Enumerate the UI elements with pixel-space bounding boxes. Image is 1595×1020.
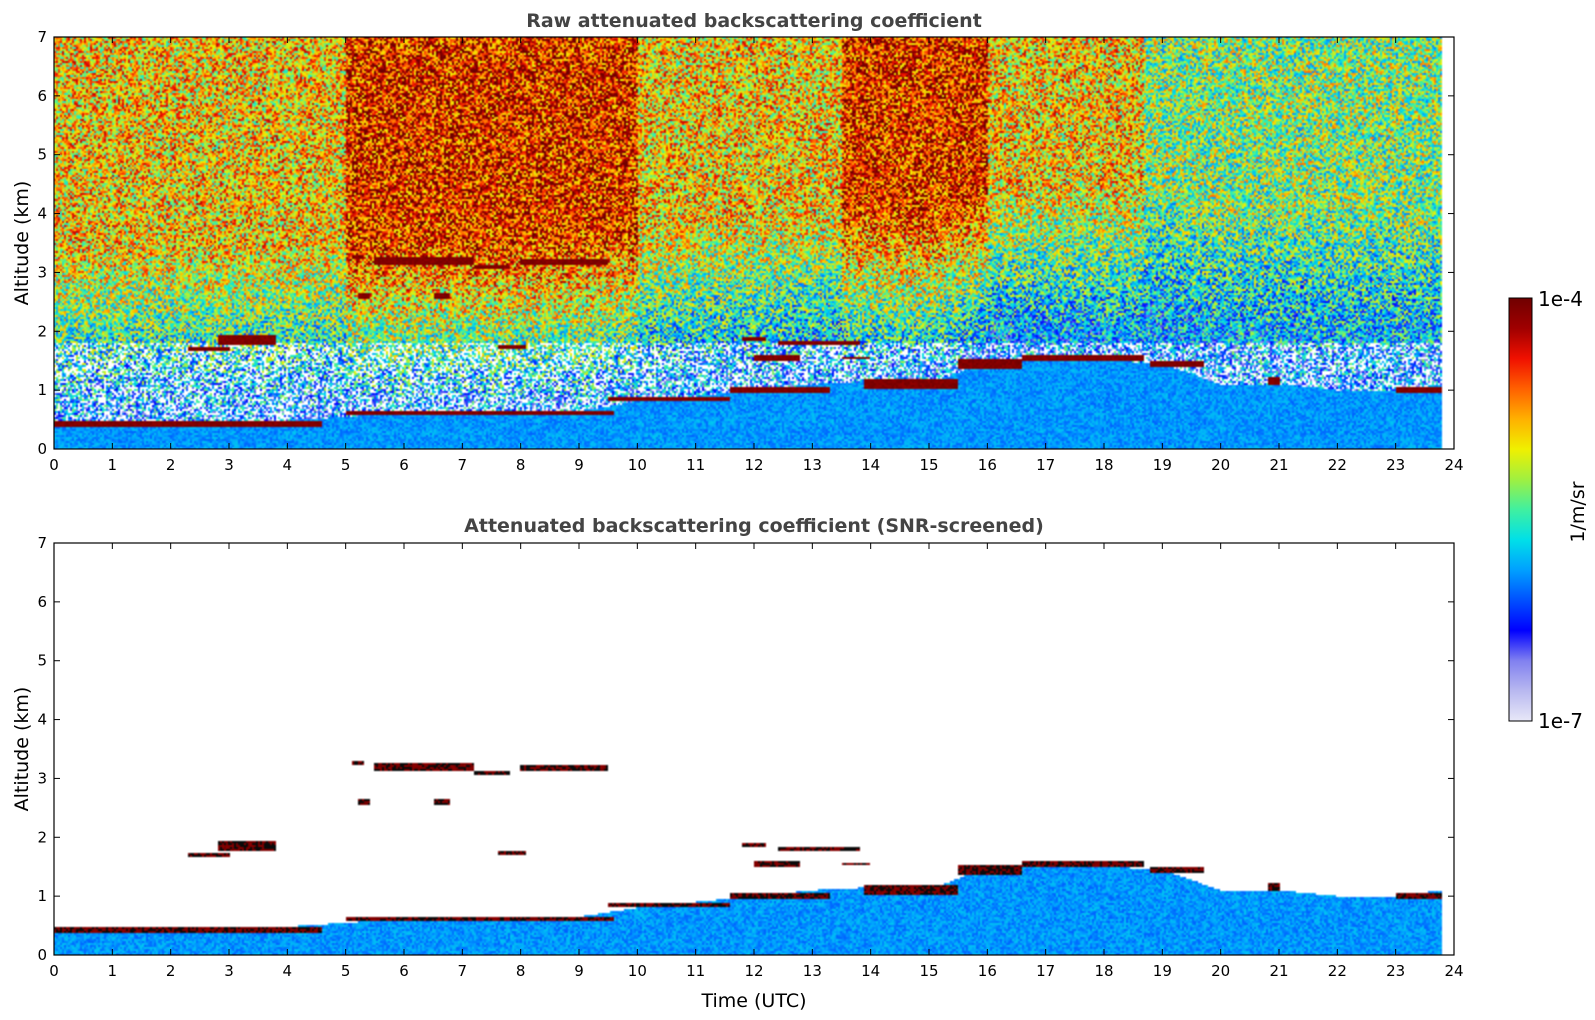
colorbar-max-label: 1e-4 bbox=[1538, 287, 1583, 311]
x-tick-label: 13 bbox=[803, 456, 822, 474]
x-tick-label: 10 bbox=[628, 456, 647, 474]
x-tick-label: 1 bbox=[108, 962, 118, 980]
x-tick-label: 9 bbox=[574, 962, 584, 980]
y-tick-label: 6 bbox=[37, 87, 47, 105]
y-tick-label: 7 bbox=[37, 534, 47, 552]
x-tick-label: 4 bbox=[283, 456, 293, 474]
x-tick-label: 19 bbox=[1153, 456, 1172, 474]
y-tick-label: 0 bbox=[37, 440, 47, 458]
x-tick-label: 11 bbox=[686, 962, 705, 980]
y-tick-label: 3 bbox=[37, 769, 47, 787]
x-tick-label: 24 bbox=[1444, 456, 1463, 474]
raw-y-axis: 0 1 2 3 4 5 6 7 bbox=[37, 28, 1454, 458]
x-tick-label: 7 bbox=[458, 962, 468, 980]
x-axis-label: Time (UTC) bbox=[700, 990, 806, 1012]
x-tick-label: 8 bbox=[516, 456, 526, 474]
x-tick-label: 6 bbox=[399, 962, 409, 980]
x-tick-label: 14 bbox=[861, 962, 880, 980]
screened-y-axis: 0 1 2 3 4 5 6 7 bbox=[37, 534, 1454, 964]
x-tick-label: 10 bbox=[628, 962, 647, 980]
x-tick-label: 7 bbox=[458, 456, 468, 474]
x-tick-label: 18 bbox=[1094, 962, 1113, 980]
raw-backscatter-panel: Raw attenuated backscattering coefficien… bbox=[11, 10, 1464, 474]
y-tick-label: 4 bbox=[37, 711, 47, 729]
colorbar-min-label: 1e-7 bbox=[1538, 709, 1583, 733]
x-tick-label: 12 bbox=[744, 456, 763, 474]
x-tick-label: 14 bbox=[861, 456, 880, 474]
y-tick-label: 3 bbox=[37, 263, 47, 281]
y-tick-label: 6 bbox=[37, 593, 47, 611]
x-tick-label: 16 bbox=[978, 456, 997, 474]
x-tick-label: 20 bbox=[1211, 962, 1230, 980]
x-tick-label: 4 bbox=[283, 962, 293, 980]
x-tick-label: 12 bbox=[744, 962, 763, 980]
x-tick-label: 15 bbox=[919, 456, 938, 474]
screened-x-axis: 0 1 2 3 4 5 6 7 8 9 10 11 12 13 14 15 16 17 18 19 20 21 22 23 24 bbox=[49, 543, 1464, 980]
screened-heatmap bbox=[54, 543, 1454, 955]
x-tick-label: 3 bbox=[224, 962, 234, 980]
y-tick-label: 1 bbox=[37, 887, 47, 905]
x-tick-label: 2 bbox=[166, 962, 176, 980]
y-tick-label: 0 bbox=[37, 946, 47, 964]
x-tick-label: 17 bbox=[1036, 962, 1055, 980]
screened-y-axis-label: Altitude (km) bbox=[11, 687, 33, 812]
panel-title-raw: Raw attenuated backscattering coefficien… bbox=[526, 10, 982, 32]
x-tick-label: 11 bbox=[686, 456, 705, 474]
x-tick-label: 9 bbox=[574, 456, 584, 474]
y-tick-label: 5 bbox=[37, 146, 47, 164]
x-tick-label: 0 bbox=[49, 962, 59, 980]
panel-title-screened: Attenuated backscattering coefficient (S… bbox=[464, 515, 1044, 537]
x-tick-label: 20 bbox=[1211, 456, 1230, 474]
x-tick-label: 18 bbox=[1094, 456, 1113, 474]
x-tick-label: 8 bbox=[516, 962, 526, 980]
x-tick-label: 22 bbox=[1328, 962, 1347, 980]
y-tick-label: 5 bbox=[37, 652, 47, 670]
raw-heatmap bbox=[54, 37, 1454, 449]
colorbar-unit-label: 1/m/sr bbox=[1567, 481, 1589, 542]
x-tick-label: 21 bbox=[1269, 456, 1288, 474]
heatmap-image bbox=[54, 543, 1454, 955]
y-tick-label: 4 bbox=[37, 205, 47, 223]
x-tick-label: 2 bbox=[166, 456, 176, 474]
colorbar: 1e-4 1e-7 1/m/sr bbox=[1508, 287, 1589, 733]
screened-backscatter-panel: Attenuated backscattering coefficient (S… bbox=[11, 515, 1464, 1012]
x-tick-label: 6 bbox=[399, 456, 409, 474]
y-tick-label: 1 bbox=[37, 381, 47, 399]
x-tick-label: 5 bbox=[341, 962, 351, 980]
x-tick-label: 22 bbox=[1328, 456, 1347, 474]
x-tick-label: 19 bbox=[1153, 962, 1172, 980]
colorbar-gradient bbox=[1508, 297, 1533, 722]
x-tick-label: 24 bbox=[1444, 962, 1463, 980]
x-tick-label: 1 bbox=[108, 456, 118, 474]
heatmap-image bbox=[54, 37, 1454, 449]
raw-y-axis-label: Altitude (km) bbox=[11, 181, 33, 306]
x-tick-label: 21 bbox=[1269, 962, 1288, 980]
x-tick-label: 17 bbox=[1036, 456, 1055, 474]
y-tick-label: 7 bbox=[37, 28, 47, 46]
x-tick-label: 3 bbox=[224, 456, 234, 474]
x-tick-label: 5 bbox=[341, 456, 351, 474]
x-tick-label: 23 bbox=[1386, 962, 1405, 980]
x-tick-label: 23 bbox=[1386, 456, 1405, 474]
raw-x-axis: 0 1 2 3 4 5 6 7 8 9 10 11 12 13 14 15 16 17 18 19 20 21 22 23 24 bbox=[49, 37, 1464, 474]
x-tick-label: 13 bbox=[803, 962, 822, 980]
x-tick-label: 0 bbox=[49, 456, 59, 474]
y-tick-label: 2 bbox=[37, 828, 47, 846]
y-tick-label: 2 bbox=[37, 322, 47, 340]
x-tick-label: 15 bbox=[919, 962, 938, 980]
x-tick-label: 16 bbox=[978, 962, 997, 980]
